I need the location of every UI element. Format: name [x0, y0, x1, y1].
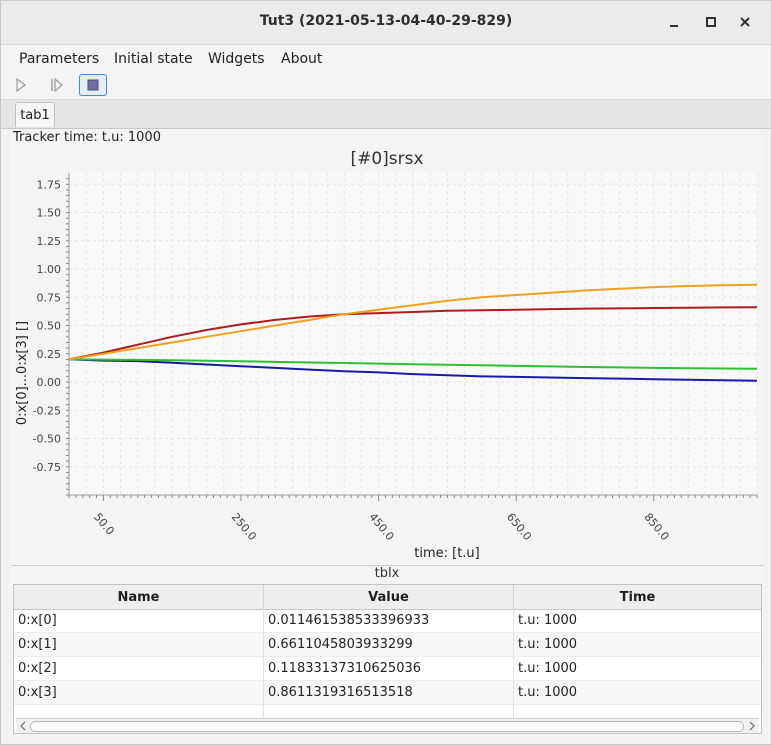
play-icon — [16, 78, 26, 92]
y-axis-label: 0:x[0]...0:x[3] [] — [15, 321, 30, 425]
chart-series — [68, 283, 758, 382]
y-tick-label: 1.50 — [37, 207, 62, 220]
x-axis-label: time: [t.u] — [414, 546, 480, 561]
menu-parameters[interactable]: Parameters — [19, 51, 100, 67]
cell-time: t.u: 1000 — [518, 661, 578, 676]
cell-time: t.u: 1000 — [518, 613, 578, 628]
y-tick-label: 0.00 — [37, 376, 62, 389]
table-title: tblx — [11, 565, 763, 584]
y-tick-label: -0.25 — [33, 404, 61, 417]
tab-content: Tracker time: t.u: 1000 [#0]srsx 1.75 1.5… — [11, 129, 763, 739]
y-tick-label: -0.50 — [33, 433, 61, 446]
y-tick-label: 0.25 — [37, 348, 62, 361]
y-tick-label: 0.75 — [37, 291, 62, 304]
cell-name: 0:x[3] — [14, 681, 264, 705]
column-header-value[interactable]: Value — [264, 585, 514, 609]
table-row[interactable]: 0:x[3] 0.8611319316513518 t.u: 1000 — [14, 681, 761, 705]
stop-icon — [87, 79, 99, 91]
minimize-icon[interactable] — [664, 12, 684, 32]
x-tick-label: 850.0 — [642, 511, 672, 543]
stop-button[interactable] — [79, 74, 107, 96]
step-icon — [51, 78, 63, 92]
table-row[interactable]: 0:x[2] 0.11833137310625036 t.u: 1000 — [14, 657, 761, 681]
menu-about[interactable]: About — [281, 51, 323, 67]
toolbar — [1, 72, 771, 100]
cell-time: t.u: 1000 — [518, 685, 578, 700]
cell-value: 0.6611045803933299 — [264, 633, 514, 657]
x-tick-label: 650.0 — [504, 511, 534, 543]
play-button[interactable] — [7, 74, 35, 96]
table-row[interactable]: 0:x[0] 0.011461538533396933 t.u: 1000 — [14, 609, 761, 633]
x-tick-label: 450.0 — [366, 511, 396, 543]
series-line-2 — [68, 358, 758, 370]
cell-time: t.u: 1000 — [518, 637, 578, 652]
table-header: Name Value Time — [14, 585, 761, 610]
y-tick-label: 0.50 — [37, 320, 62, 333]
cell-empty — [264, 705, 514, 729]
maximize-icon[interactable] — [701, 12, 721, 32]
y-tick-label: 1.25 — [37, 235, 62, 248]
cell-value: 0.11833137310625036 — [264, 657, 514, 681]
column-header-name[interactable]: Name — [14, 585, 264, 609]
column-header-time[interactable]: Time — [619, 589, 656, 605]
x-tick-label: 50.0 — [91, 511, 117, 538]
cell-name: 0:x[0] — [14, 609, 264, 633]
series-line-1 — [68, 306, 758, 361]
table-row-empty — [14, 705, 761, 729]
menu-widgets[interactable]: Widgets — [208, 51, 265, 67]
x-tick-label: 250.0 — [229, 511, 259, 543]
y-tick-label: -0.75 — [33, 461, 61, 474]
table-row[interactable]: 0:x[1] 0.6611045803933299 t.u: 1000 — [14, 633, 761, 657]
scroll-left-icon[interactable] — [18, 720, 28, 732]
step-button[interactable] — [43, 74, 71, 96]
cell-value: 0.8611319316513518 — [264, 681, 514, 705]
window-title: Tut3 (2021-05-13-04-40-29-829) — [259, 13, 513, 29]
cell-name: 0:x[1] — [14, 633, 264, 657]
tracker-time: Tracker time: t.u: 1000 — [13, 130, 161, 145]
tab-strip: tab1 — [1, 100, 771, 129]
chart-grid — [68, 173, 758, 495]
cell-empty — [14, 705, 264, 729]
menu-initial-state[interactable]: Initial state — [114, 51, 193, 67]
close-icon[interactable] — [735, 12, 755, 32]
cell-value: 0.011461538533396933 — [264, 609, 514, 633]
chart-title: [#0]srsx — [350, 149, 423, 169]
cell-name: 0:x[2] — [14, 657, 264, 681]
y-tick-label: 1.75 — [37, 178, 62, 191]
series-line-0 — [68, 358, 758, 382]
data-table: Name Value Time 0:x[0] 0.011461538533396… — [13, 584, 762, 734]
menu-bar: Parameters Initial state Widgets About — [1, 45, 771, 72]
y-tick-label: 1.00 — [37, 263, 62, 276]
line-chart: [#0]srsx 1.75 1.50 1.25 1.00 0.75 0.50 0.25 0.0… — [15, 149, 758, 561]
series-line-3 — [68, 283, 758, 361]
scrollbar-thumb[interactable] — [30, 721, 744, 732]
horizontal-scrollbar[interactable] — [16, 718, 759, 733]
scroll-right-icon[interactable] — [747, 720, 757, 732]
tab-tab1[interactable]: tab1 — [15, 102, 55, 127]
title-bar: Tut3 (2021-05-13-04-40-29-829) — [1, 1, 771, 45]
